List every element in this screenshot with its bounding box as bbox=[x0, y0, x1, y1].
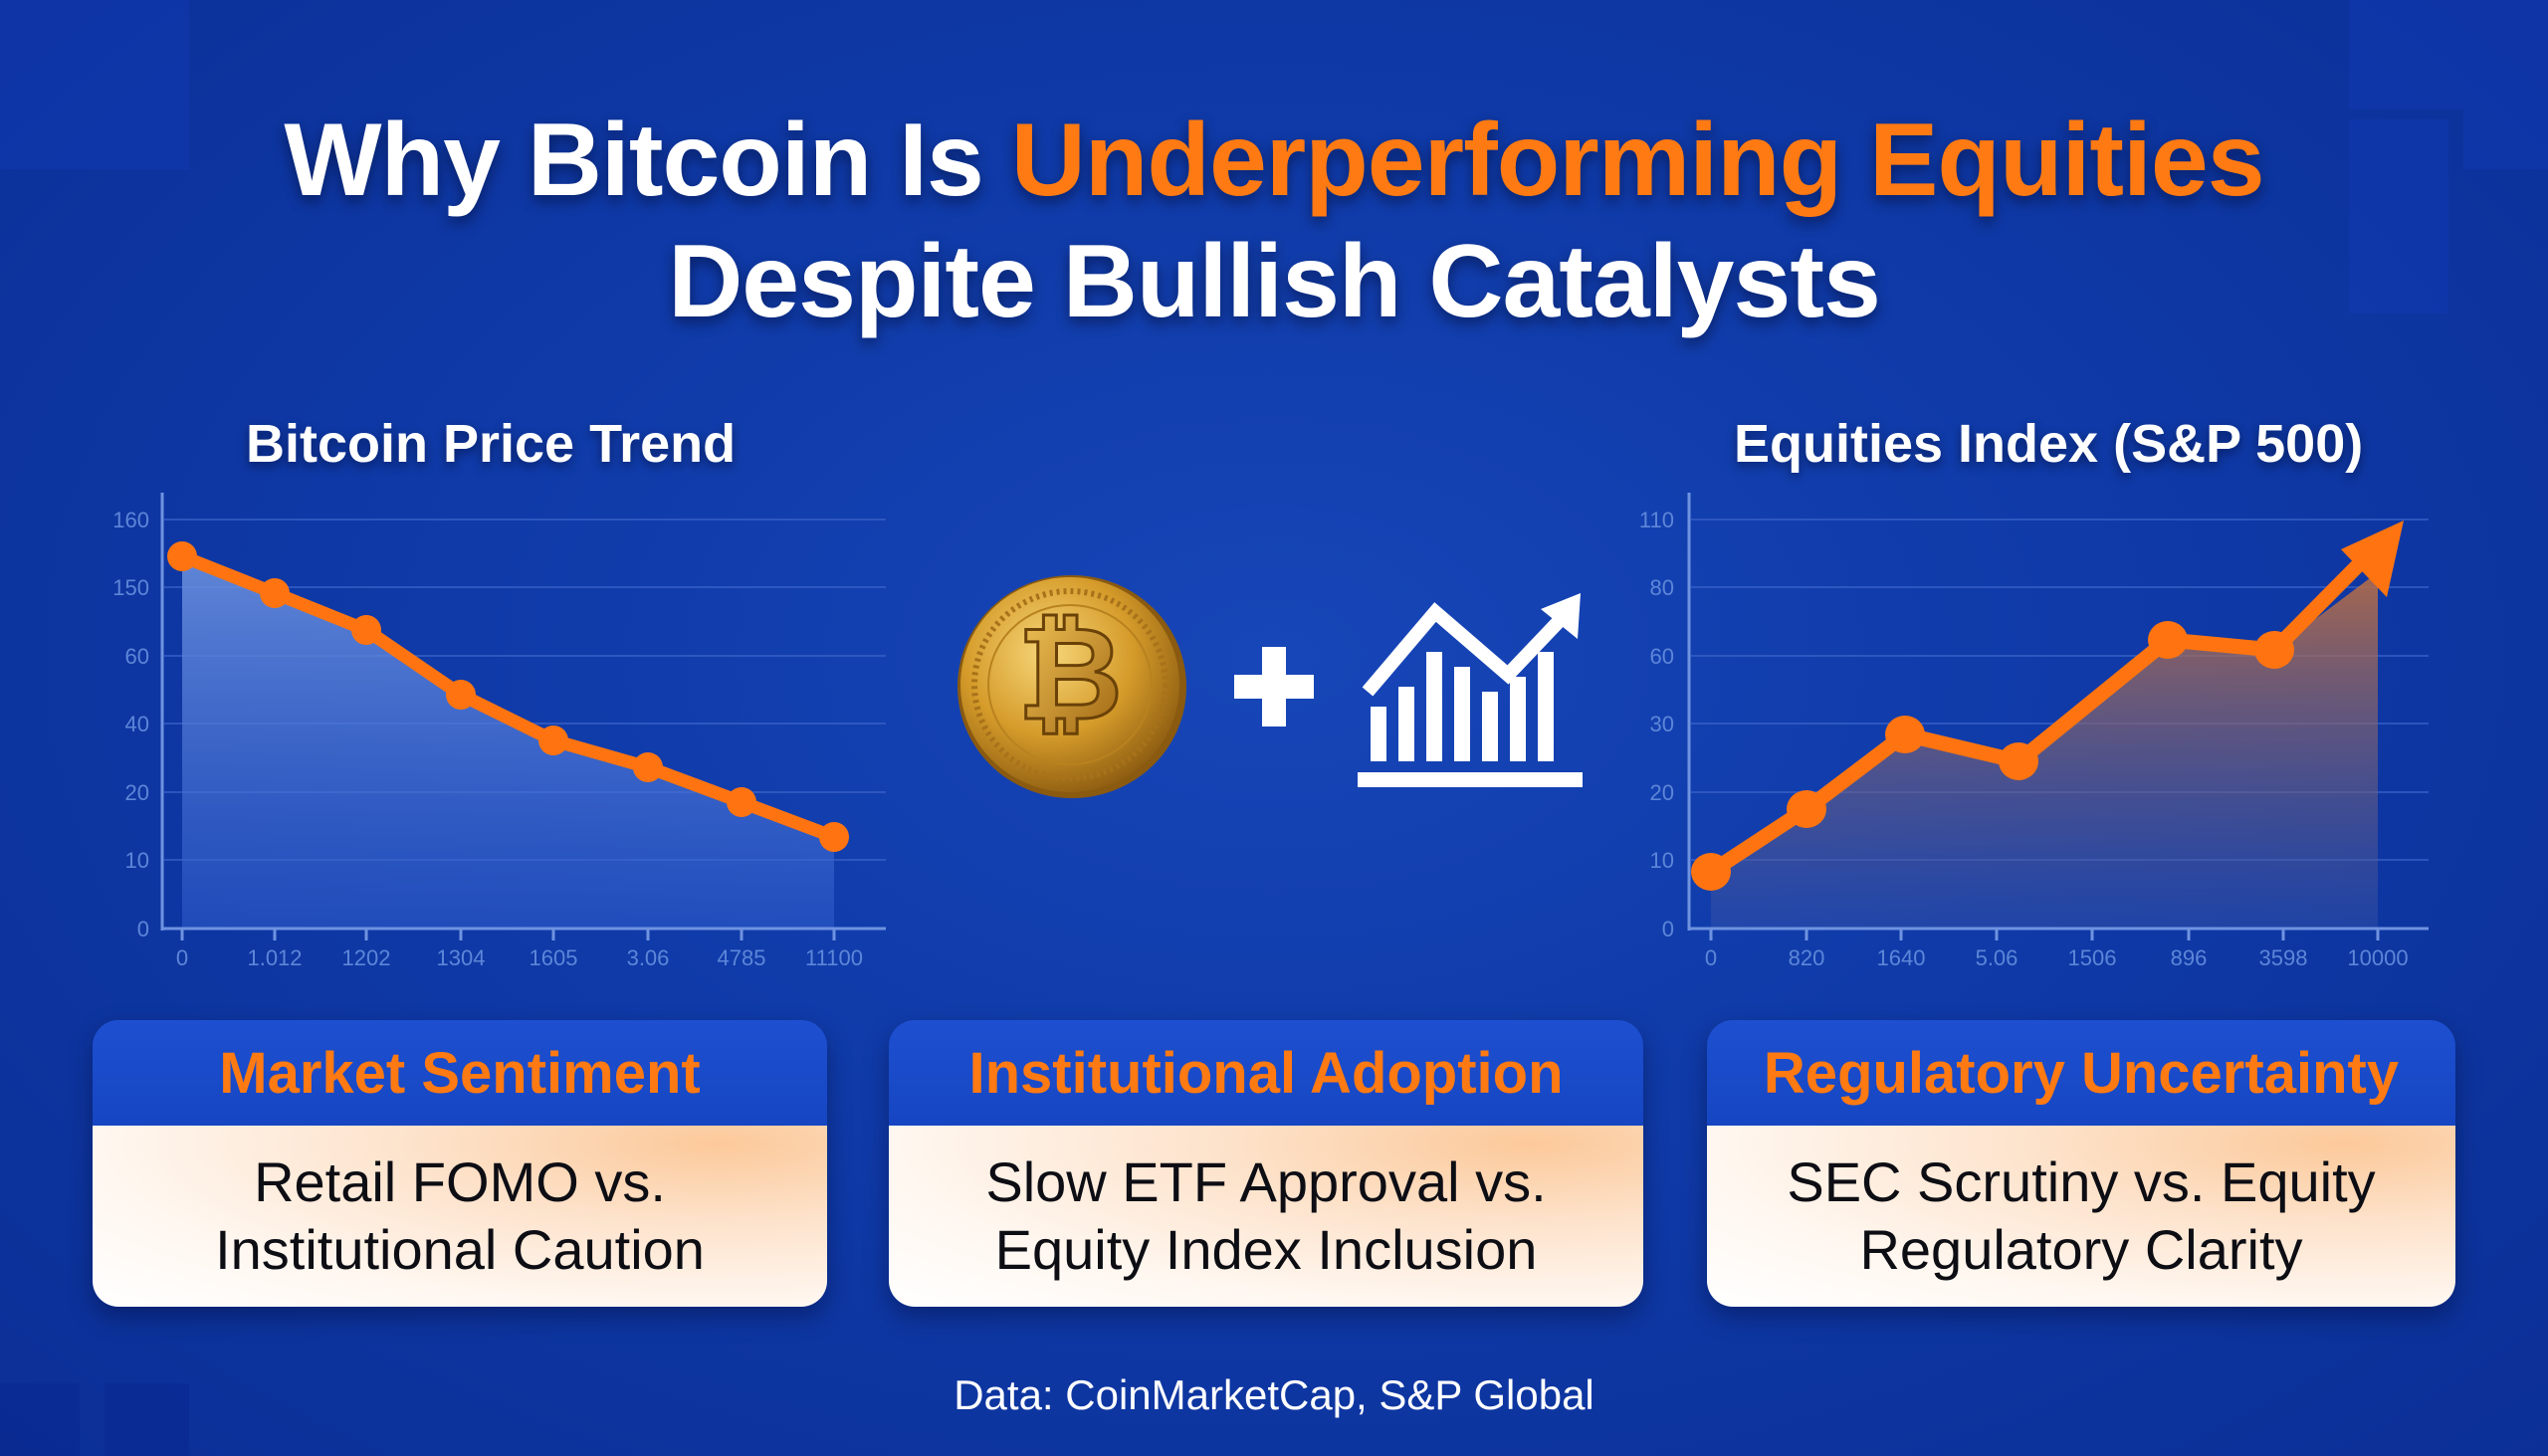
svg-text:20: 20 bbox=[1650, 780, 1674, 805]
svg-text:5.06: 5.06 bbox=[1976, 945, 2018, 970]
svg-text:0: 0 bbox=[137, 917, 149, 941]
card-regulatory-uncertainty: Regulatory Uncertainty SEC Scrutiny vs. … bbox=[1707, 1020, 2455, 1307]
background-decoration bbox=[105, 1383, 189, 1456]
svg-text:60: 60 bbox=[1650, 644, 1674, 669]
svg-text:1605: 1605 bbox=[530, 945, 578, 970]
background-decoration bbox=[0, 1383, 80, 1456]
title-line-1: Why Bitcoin Is Underperforming Equities bbox=[284, 103, 2265, 218]
charts-canvas: 160 150 60 40 20 10 0 0 1.012 1202 1304 … bbox=[112, 493, 2429, 970]
svg-text:20: 20 bbox=[125, 780, 149, 805]
bar-chart-trend-up-icon bbox=[1358, 593, 1583, 787]
svg-text:3598: 3598 bbox=[2259, 945, 2308, 970]
svg-text:60: 60 bbox=[125, 644, 149, 669]
svg-text:11100: 11100 bbox=[805, 945, 863, 970]
card-heading: Market Sentiment bbox=[93, 1020, 827, 1126]
equities-chart-title: Equities Index (S&P 500) bbox=[1734, 414, 2364, 474]
svg-text:110: 110 bbox=[1639, 508, 1674, 532]
bitcoin-chart-title: Bitcoin Price Trend bbox=[246, 414, 737, 474]
bitcoin-coin-icon: ₿ bbox=[957, 575, 1186, 798]
svg-text:896: 896 bbox=[2171, 945, 2208, 970]
equities-area-fill bbox=[1711, 572, 2378, 929]
svg-text:4785: 4785 bbox=[718, 945, 766, 970]
equities-y-axis-labels: 110 80 60 30 20 10 0 bbox=[1639, 508, 1674, 941]
equities-chart-axes bbox=[1687, 493, 2429, 940]
bitcoin-line bbox=[175, 549, 841, 844]
bitcoin-area-fill bbox=[182, 556, 834, 929]
bitcoin-x-axis-labels: 0 1.012 1202 1304 1605 3.06 4785 11100 bbox=[176, 945, 863, 970]
svg-text:10000: 10000 bbox=[2347, 945, 2408, 970]
background-decoration bbox=[2349, 119, 2448, 313]
card-heading: Regulatory Uncertainty bbox=[1707, 1020, 2455, 1126]
card-market-sentiment: Market Sentiment Retail FOMO vs. Institut… bbox=[93, 1020, 827, 1307]
svg-text:1640: 1640 bbox=[1877, 945, 1926, 970]
equities-data-points bbox=[1691, 621, 2294, 891]
background-decoration bbox=[0, 0, 189, 169]
svg-text:3.06: 3.06 bbox=[627, 945, 670, 970]
svg-text:1.012: 1.012 bbox=[247, 945, 302, 970]
svg-text:₿: ₿ bbox=[1017, 601, 1123, 746]
svg-text:1304: 1304 bbox=[437, 945, 486, 970]
svg-text:30: 30 bbox=[1650, 712, 1674, 736]
bitcoin-price-chart: 160 150 60 40 20 10 0 0 1.012 1202 1304 … bbox=[112, 493, 886, 970]
equities-index-chart: 110 80 60 30 20 10 0 0 820 1640 5.06 150… bbox=[1639, 493, 2429, 970]
bitcoin-data-points bbox=[167, 541, 849, 852]
svg-text:0: 0 bbox=[176, 945, 188, 970]
svg-text:80: 80 bbox=[1650, 575, 1674, 600]
card-body: Slow ETF Approval vs. Equity Index Inclus… bbox=[889, 1126, 1643, 1307]
svg-text:0: 0 bbox=[1662, 917, 1674, 941]
svg-text:1506: 1506 bbox=[2068, 945, 2117, 970]
svg-text:820: 820 bbox=[1789, 945, 1825, 970]
svg-text:0: 0 bbox=[1705, 945, 1717, 970]
svg-text:160: 160 bbox=[112, 508, 149, 532]
background-decoration bbox=[2349, 0, 2548, 109]
plus-icon bbox=[1234, 647, 1314, 727]
svg-text:10: 10 bbox=[1650, 848, 1674, 873]
card-heading: Institutional Adoption bbox=[889, 1020, 1643, 1126]
svg-text:150: 150 bbox=[112, 575, 149, 600]
trend-arrow-head-icon bbox=[2341, 520, 2404, 597]
svg-text:1202: 1202 bbox=[342, 945, 391, 970]
background-decoration bbox=[2463, 109, 2548, 169]
title-line-2: Despite Bullish Catalysts bbox=[668, 224, 1881, 339]
page-title: Why Bitcoin Is Underperforming Equities … bbox=[0, 100, 2548, 342]
card-institutional-adoption: Institutional Adoption Slow ETF Approval… bbox=[889, 1020, 1643, 1307]
bitcoin-chart-axes bbox=[160, 493, 886, 940]
svg-text:10: 10 bbox=[125, 848, 149, 873]
card-body: SEC Scrutiny vs. Equity Regulatory Clarit… bbox=[1707, 1126, 2455, 1307]
equities-x-axis-labels: 0 820 1640 5.06 1506 896 3598 10000 bbox=[1705, 945, 2409, 970]
data-source-footer: Data: CoinMarketCap, S&P Global bbox=[954, 1371, 1594, 1418]
card-body: Retail FOMO vs. Institutional Caution bbox=[93, 1126, 827, 1307]
svg-text:40: 40 bbox=[125, 712, 149, 736]
bitcoin-y-axis-labels: 160 150 60 40 20 10 0 bbox=[112, 508, 149, 941]
title-highlight: Underperforming Equities bbox=[1010, 103, 2265, 218]
